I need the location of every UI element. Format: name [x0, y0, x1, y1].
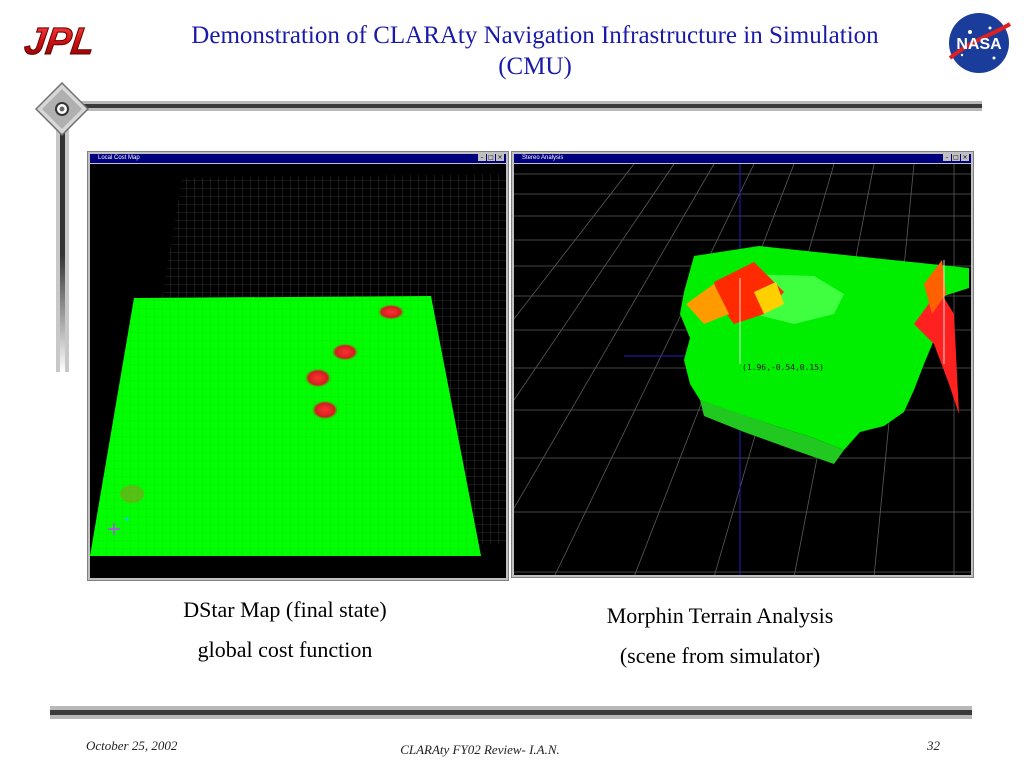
- cost-map-viewport[interactable]: [90, 164, 506, 578]
- obstacle: [311, 400, 339, 420]
- footer-page-number: 32: [927, 738, 940, 753]
- stereo-render: (1.96,-0.54,0.15): [514, 164, 971, 575]
- caption-line-2: (scene from simulator): [619, 643, 821, 668]
- svg-text:NASA: NASA: [956, 36, 1002, 53]
- goal-marker: [120, 485, 144, 503]
- svg-text:JPL: JPL: [22, 20, 98, 63]
- obstacle: [331, 343, 359, 361]
- obstacle-ridge: [924, 260, 946, 314]
- corner-diamond-ornament: [35, 82, 89, 136]
- obstacle-ridge: [686, 284, 729, 324]
- obstacle: [377, 304, 405, 320]
- top-divider: [60, 101, 982, 111]
- left-figure-caption: DStar Map (final state) global cost func…: [90, 590, 480, 670]
- left-divider: [56, 112, 69, 372]
- maximize-button[interactable]: □: [487, 154, 495, 161]
- obstacle: [304, 368, 332, 388]
- jpl-logo: JPL: [21, 20, 98, 64]
- caption-line-1: DStar Map (final state): [183, 597, 387, 622]
- footer-date: October 25, 2002: [86, 738, 178, 753]
- obstacle-ridge: [914, 290, 959, 414]
- rover-marker: [108, 517, 129, 535]
- stereo-analysis-window[interactable]: Stereo Analysis – □ ×: [511, 151, 974, 578]
- window-title: Stereo Analysis: [522, 155, 564, 161]
- local-cost-map-window[interactable]: Local Cost Map – □ ×: [87, 151, 509, 581]
- caption-line-1: Morphin Terrain Analysis: [606, 603, 834, 628]
- minimize-button[interactable]: –: [943, 154, 951, 161]
- caption-line-2: global cost function: [197, 637, 373, 662]
- title-line-2: (CMU): [498, 53, 572, 80]
- obstacle-ridge: [754, 282, 784, 314]
- close-button[interactable]: ×: [496, 154, 504, 161]
- maximize-button[interactable]: □: [952, 154, 960, 161]
- close-button[interactable]: ×: [961, 154, 969, 161]
- stereo-viewport[interactable]: (1.96,-0.54,0.15): [514, 164, 971, 575]
- coordinate-readout: (1.96,-0.54,0.15): [742, 363, 824, 372]
- minimize-button[interactable]: –: [478, 154, 486, 161]
- title-line-1: Demonstration of CLARAty Navigation Infr…: [191, 22, 879, 49]
- right-figure-caption: Morphin Terrain Analysis (scene from sim…: [520, 596, 920, 676]
- window-title: Local Cost Map: [98, 155, 140, 161]
- bottom-divider: [50, 706, 972, 719]
- window-titlebar[interactable]: Local Cost Map: [90, 154, 506, 163]
- terrain-patch: [700, 400, 844, 464]
- cost-map-render: [90, 174, 506, 556]
- window-titlebar[interactable]: Stereo Analysis: [514, 154, 971, 163]
- footer-presentation-name: CLARAty FY02 Review- I.A.N.: [400, 742, 560, 757]
- slide-title: Demonstration of CLARAty Navigation Infr…: [130, 20, 940, 82]
- nasa-logo: NASA: [948, 13, 1012, 73]
